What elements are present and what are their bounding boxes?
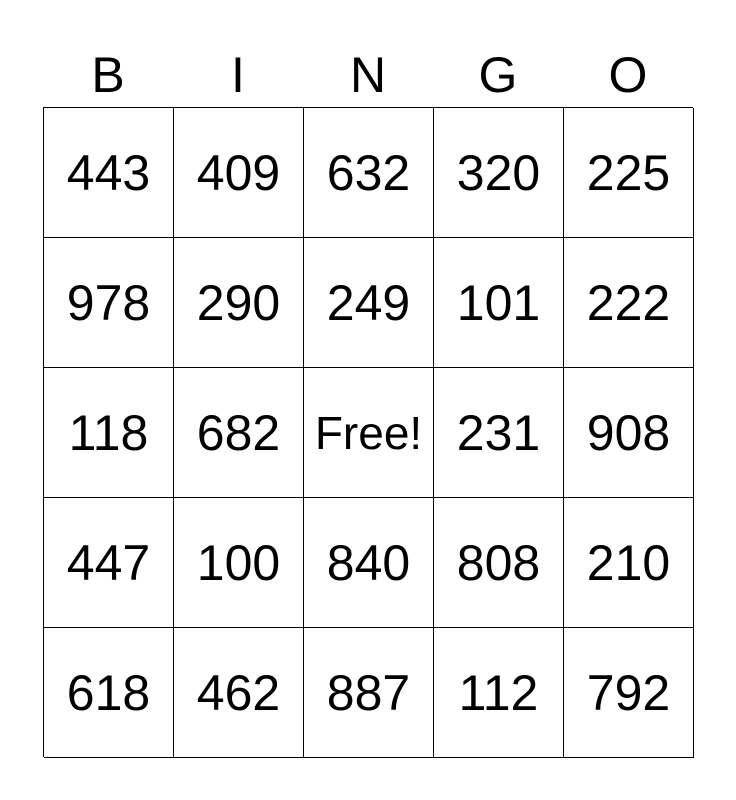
bingo-cell[interactable]: 808 — [434, 498, 564, 628]
bingo-cell[interactable]: 792 — [564, 628, 694, 758]
bingo-cell[interactable]: 225 — [564, 108, 694, 238]
bingo-cell[interactable]: 222 — [564, 238, 694, 368]
bingo-cell[interactable]: 618 — [44, 628, 174, 758]
bingo-cell[interactable]: 100 — [174, 498, 304, 628]
header-letter-i: I — [231, 47, 245, 103]
bingo-cell[interactable]: 447 — [44, 498, 174, 628]
header-letter-g: G — [478, 47, 518, 103]
bingo-cell[interactable]: 320 — [434, 108, 564, 238]
bingo-cell[interactable]: 112 — [434, 628, 564, 758]
bingo-cell[interactable]: 443 — [44, 108, 174, 238]
bingo-cell[interactable]: 210 — [564, 498, 694, 628]
bingo-cell[interactable]: 462 — [174, 628, 304, 758]
bingo-cell[interactable]: 101 — [434, 238, 564, 368]
header-letter-o: O — [608, 47, 648, 103]
bingo-cell[interactable]: 840 — [304, 498, 434, 628]
bingo-cell[interactable]: 249 — [304, 238, 434, 368]
free-cell[interactable]: Free! — [304, 368, 434, 498]
bingo-grid: 443 409 632 320 225 978 290 249 101 222 118 682 Free… — [43, 107, 694, 758]
bingo-cell[interactable]: 632 — [304, 108, 434, 238]
bingo-cell[interactable]: 978 — [44, 238, 174, 368]
bingo-cell[interactable]: 118 — [44, 368, 174, 498]
bingo-cell[interactable]: 409 — [174, 108, 304, 238]
bingo-cell[interactable]: 908 — [564, 368, 694, 498]
bingo-cell[interactable]: 682 — [174, 368, 304, 498]
header-letter-n: N — [349, 47, 387, 103]
bingo-cell[interactable]: 231 — [434, 368, 564, 498]
bingo-cell[interactable]: 290 — [174, 238, 304, 368]
header-letter-b: B — [91, 47, 125, 103]
bingo-cell[interactable]: 887 — [304, 628, 434, 758]
